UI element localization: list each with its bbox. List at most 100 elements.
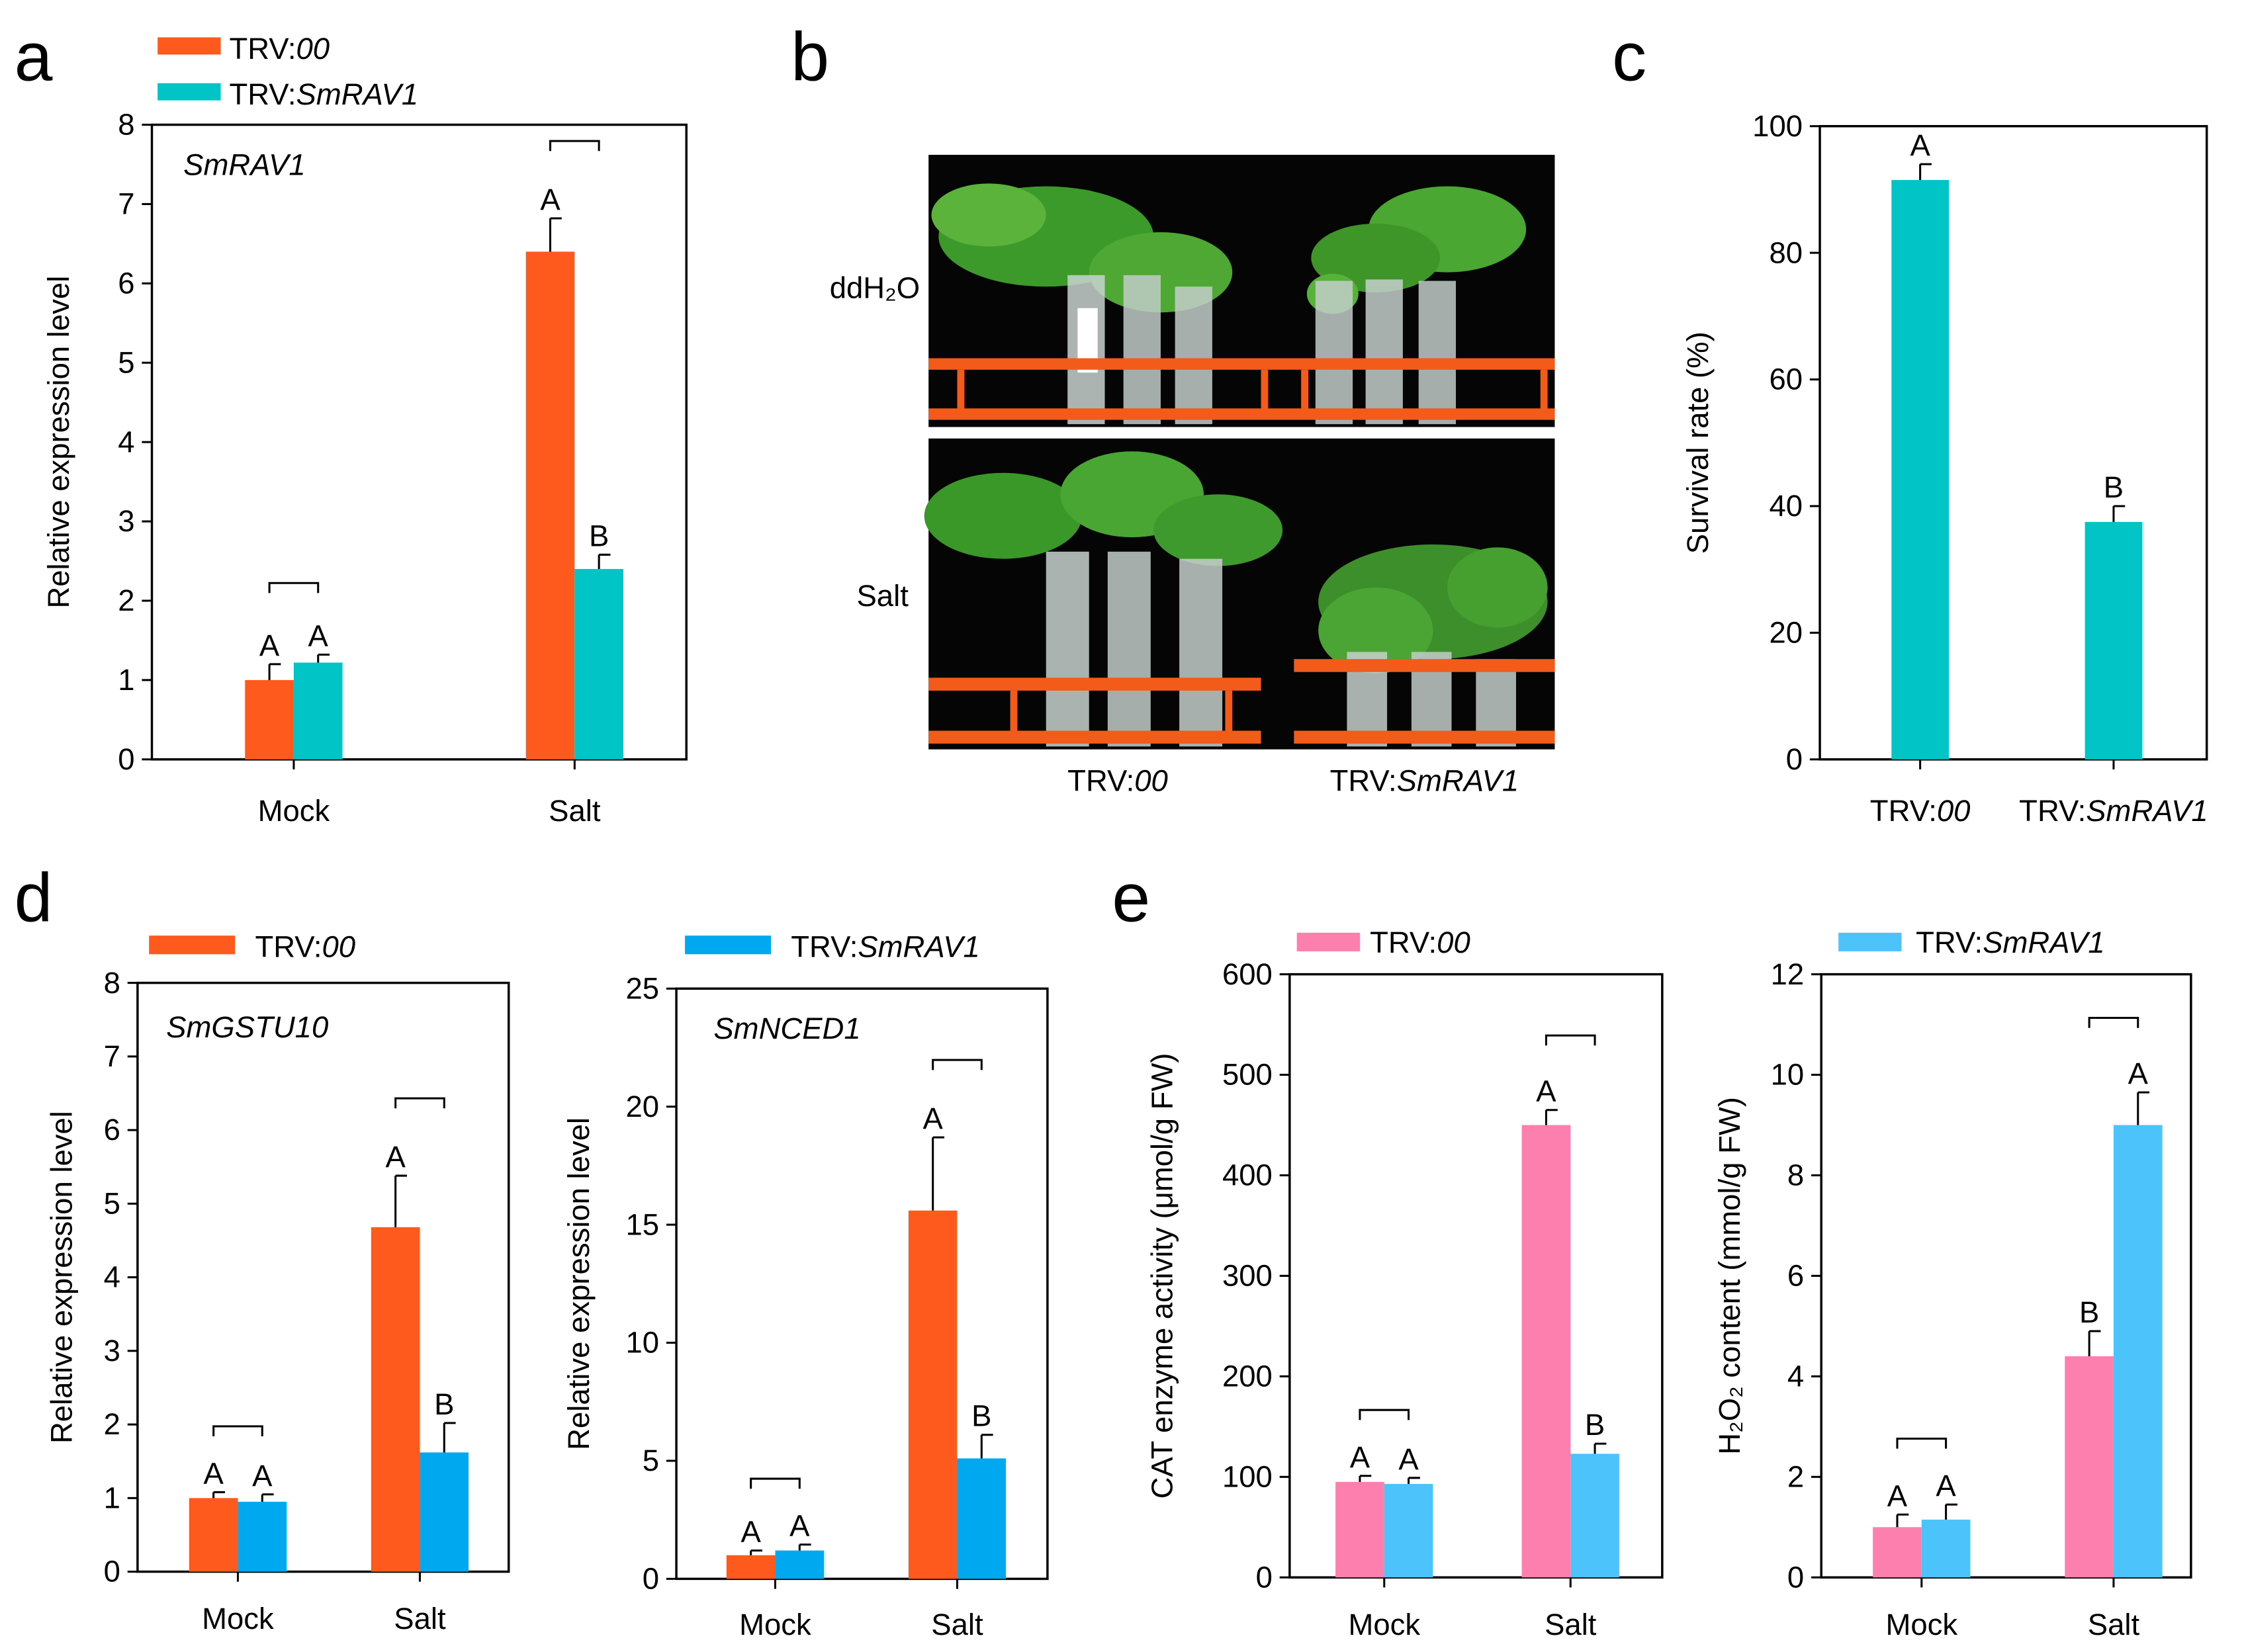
panel-letter-a: a [15, 19, 53, 95]
comparison-bracket [212, 1425, 263, 1436]
y-tick-label: 0 [1786, 742, 1803, 776]
significance-letter: A [259, 629, 280, 662]
comparison-bracket [1545, 1034, 1596, 1046]
y-tick-label: 20 [626, 1090, 660, 1123]
panel-letter-c: c [1612, 19, 1646, 95]
bar [1570, 1454, 1619, 1578]
significance-letter: A [1910, 128, 1930, 162]
significance-letter: B [971, 1399, 991, 1433]
chart-e1: 0 100 200 300 400 500 600 CAT enzyme activity (… [1145, 957, 1664, 1641]
comparison-bracket [549, 140, 600, 152]
x-tick-label: Salt [549, 794, 601, 828]
bar [1921, 1519, 1971, 1578]
photo-row-label-salt: Salt [856, 579, 909, 613]
chart-d1: 0 1 2 3 4 5 6 7 8 Relative expression level SmGSTU… [44, 966, 510, 1635]
bar [525, 251, 575, 760]
panel-letter-b: b [791, 19, 829, 95]
y-tick-label: 1 [118, 663, 134, 697]
y-tick-label: 8 [118, 108, 134, 142]
y-tick-label: 100 [1752, 109, 1803, 143]
y-tick-label: 7 [118, 187, 134, 221]
plot-frame [1818, 124, 2208, 761]
y-tick-label: 7 [104, 1039, 120, 1073]
y-tick-label: 25 [626, 971, 660, 1005]
bar [775, 1550, 825, 1579]
y-tick-label: 0 [643, 1562, 659, 1596]
significance-letter: B [2104, 470, 2124, 504]
comparison-bracket [1359, 1409, 1410, 1420]
comparison-bracket [932, 1059, 983, 1070]
gene-label: SmGSTU10 [166, 1010, 328, 1044]
legend-a-swatch-2 [157, 83, 221, 101]
bar [957, 1458, 1007, 1579]
y-tick-label: 6 [118, 267, 134, 300]
bar [1335, 1481, 1384, 1578]
y-tick-label: 4 [118, 425, 134, 458]
y-tick-label: 5 [643, 1444, 659, 1477]
significance-letter: A [923, 1102, 944, 1135]
y-tick-label: 0 [118, 742, 134, 776]
bar [238, 1501, 287, 1572]
y-tick-label: 8 [104, 966, 120, 1000]
comparison-bracket [750, 1477, 801, 1489]
y-tick-label: 4 [1787, 1360, 1804, 1393]
significance-letter: A [1936, 1469, 1956, 1502]
bar [1521, 1125, 1571, 1578]
bar [371, 1227, 420, 1572]
significance-letter: A [1350, 1440, 1370, 1474]
chart-a: 0 1 2 3 4 5 6 7 8 Relative expression level SmRAV1… [42, 108, 688, 828]
legend-a-label-2: TRV:SmRAV1 [229, 77, 418, 111]
y-axis-label: H₂O₂ content (mmol/g FW) [1713, 1097, 1746, 1455]
y-tick-label: 2 [104, 1407, 120, 1441]
photo-col-label-trvsmrav1: TRV:SmRAV1 [1330, 763, 1519, 797]
significance-letter: B [2079, 1295, 2099, 1329]
y-tick-label: 15 [626, 1207, 660, 1241]
legend-a: TRV:00 TRV:SmRAV1 [157, 32, 418, 111]
bar [245, 679, 294, 760]
legend-e-swatch-2 [1838, 932, 1902, 951]
legend-e-swatch-1 [1296, 932, 1360, 951]
significance-letter: A [1887, 1479, 1908, 1512]
y-tick-label: 5 [104, 1187, 120, 1221]
comparison-bracket [394, 1097, 445, 1109]
plot-frame [675, 987, 1049, 1581]
comparison-bracket [268, 582, 320, 593]
y-tick-label: 8 [1787, 1158, 1804, 1192]
x-tick-label: Salt [2088, 1608, 2140, 1641]
significance-letter: A [1536, 1074, 1556, 1108]
legend-d-swatch-2 [685, 935, 771, 955]
gene-label: SmRAV1 [183, 148, 305, 181]
x-tick-label: Salt [394, 1602, 446, 1635]
y-axis-label: Relative expression level [562, 1117, 596, 1450]
bar [293, 662, 343, 760]
bar [2065, 1356, 2114, 1578]
legend-e-label-1: TRV:00 [1370, 926, 1470, 959]
panel-letter-e: e [1112, 859, 1150, 936]
significance-letter: A [252, 1459, 273, 1493]
y-tick-label: 200 [1222, 1360, 1273, 1393]
significance-letter: A [385, 1140, 406, 1174]
gene-label: SmNCED1 [713, 1012, 860, 1045]
y-tick-label: 10 [626, 1326, 660, 1360]
bar [726, 1555, 776, 1579]
y-tick-label: 40 [1769, 489, 1803, 523]
y-tick-label: 0 [1256, 1560, 1273, 1594]
y-tick-label: 20 [1769, 616, 1803, 650]
legend-a-swatch-1 [157, 37, 221, 55]
y-axis-label: Relative expression level [42, 276, 75, 609]
y-tick-label: 3 [104, 1334, 120, 1368]
x-tick-label: Mock [1885, 1608, 1957, 1641]
plant-photo-ddH2O [928, 155, 1555, 427]
y-tick-label: 6 [104, 1113, 120, 1147]
panel-letter-d: d [15, 859, 53, 936]
y-tick-label: 300 [1222, 1259, 1273, 1293]
chart-d2: 0 5 10 15 20 25 Relative expression level SmNCE… [562, 971, 1049, 1641]
significance-letter: A [741, 1515, 762, 1549]
x-tick-label: Mock [258, 794, 330, 828]
y-tick-label: 12 [1771, 957, 1805, 991]
x-tick-label: Mock [1348, 1608, 1420, 1641]
y-tick-label: 100 [1222, 1459, 1273, 1493]
y-tick-label: 60 [1769, 363, 1803, 396]
y-tick-label: 2 [118, 584, 134, 617]
